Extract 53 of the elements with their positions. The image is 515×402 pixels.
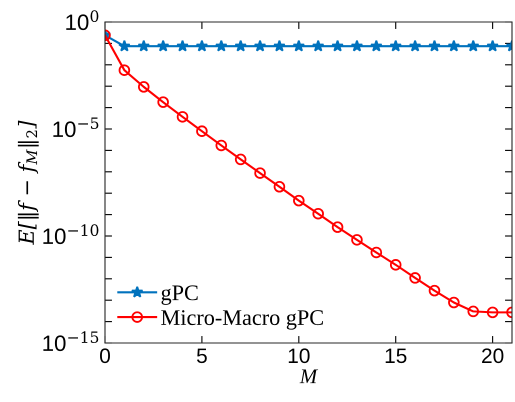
point <box>273 40 286 52</box>
point <box>274 180 286 193</box>
point <box>312 208 324 220</box>
point <box>138 40 150 52</box>
point <box>292 40 305 52</box>
y-tick-label: 10$^{−15}$ <box>43 331 98 352</box>
x-tick-label: 0 <box>100 348 110 364</box>
point <box>467 40 480 52</box>
point <box>486 306 498 318</box>
y-tick-label: 10$^{0}$ <box>66 10 98 30</box>
legend-label: Micro-Macro gPC <box>161 310 323 330</box>
point <box>234 154 246 166</box>
x-tick-label: 15 <box>386 348 406 364</box>
point <box>486 40 499 52</box>
point <box>176 40 189 52</box>
point <box>370 246 382 258</box>
point <box>351 234 363 246</box>
point <box>254 167 266 179</box>
point <box>118 64 130 76</box>
point <box>409 272 421 284</box>
x-tick-label: 10 <box>288 348 310 364</box>
point <box>157 96 169 108</box>
point <box>408 40 422 52</box>
point <box>448 40 460 52</box>
x-tick-label: 20 <box>482 348 504 364</box>
point <box>448 296 460 308</box>
point <box>332 221 344 233</box>
point <box>370 40 383 52</box>
y-tick-label: 10$^{−10}$ <box>43 224 98 244</box>
point <box>176 111 188 123</box>
point <box>428 40 441 52</box>
legend-label: gPC <box>162 285 198 305</box>
point <box>254 40 266 52</box>
point <box>215 40 228 52</box>
y-tick-label: 10$^{−5}$ <box>53 117 98 138</box>
y-axis-title: E[‖f − f$_{M}$‖$_{2}$] <box>18 120 39 245</box>
point <box>467 306 480 318</box>
point <box>138 81 150 93</box>
point <box>216 140 228 152</box>
point <box>234 40 247 52</box>
point <box>350 40 364 52</box>
point <box>428 284 440 296</box>
point <box>312 40 324 52</box>
point <box>156 40 170 52</box>
x-tick-label: 5 <box>196 348 207 364</box>
point <box>196 125 208 137</box>
point <box>118 40 131 52</box>
point <box>390 259 402 271</box>
point <box>390 40 402 52</box>
point <box>196 40 208 52</box>
point <box>293 194 305 206</box>
point <box>331 40 344 52</box>
x-axis-title: M <box>300 369 318 384</box>
